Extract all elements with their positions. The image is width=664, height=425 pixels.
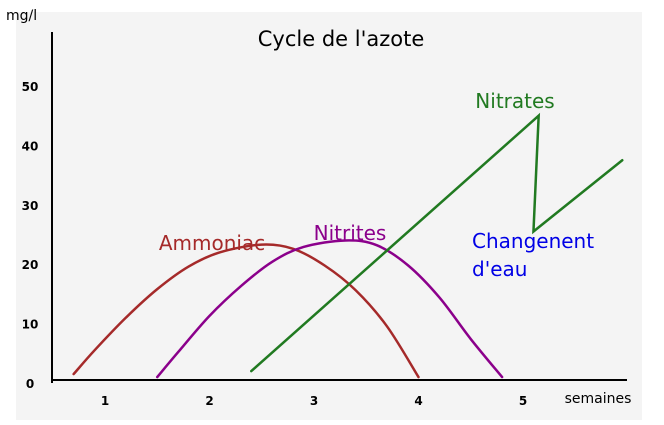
x-tick-label: 3 <box>310 394 318 408</box>
y-tick-label: 0 <box>26 377 34 391</box>
y-axis-label: mg/l <box>6 8 37 24</box>
x-tick-label: 1 <box>101 394 109 408</box>
x-axis-label: semaines <box>565 391 632 407</box>
series-line-nitrites <box>156 239 504 379</box>
y-tick-label: 30 <box>22 199 39 213</box>
y-tick-label: 40 <box>22 139 39 153</box>
chart-title: Cycle de l'azote <box>258 27 425 51</box>
chart-background <box>16 12 642 420</box>
series-label-ammoniac: Ammoniac <box>159 231 265 255</box>
series-layer <box>72 112 624 379</box>
y-tick-label: 20 <box>22 258 39 272</box>
x-tick-label: 5 <box>519 394 527 408</box>
y-tick-label: 50 <box>22 80 39 94</box>
y-tick-label: 10 <box>22 318 39 332</box>
axes-layer <box>51 32 627 383</box>
label-layer: 0 10 20 30 40 50 1 2 3 4 5 mg/l semaines Cycle de l'a… <box>6 8 631 408</box>
x-tick-label: 2 <box>205 394 213 408</box>
series-line-ammoniac <box>72 243 420 379</box>
series-label-nitrates: Nitrates <box>475 89 554 113</box>
series-label-nitrites: Nitrites <box>314 221 387 245</box>
series-line-nitrates <box>250 112 624 373</box>
annotation-water-change: Changenent d'eau <box>472 229 594 281</box>
x-tick-label: 4 <box>414 394 422 408</box>
